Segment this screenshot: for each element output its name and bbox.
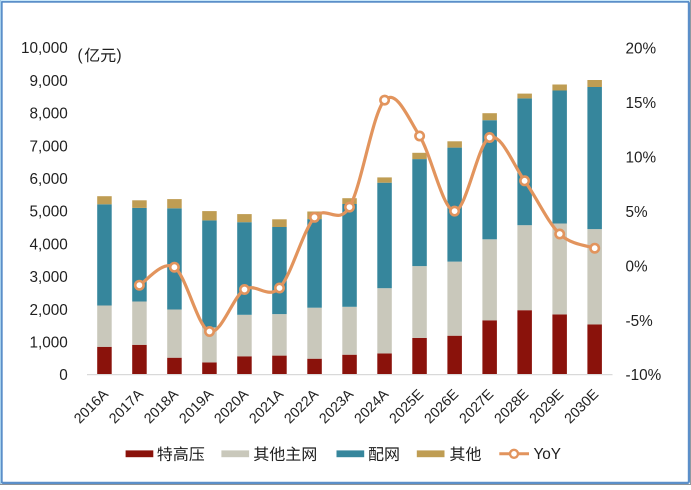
svg-text:3,000: 3,000 [30,269,68,286]
svg-text:4,000: 4,000 [30,236,68,253]
svg-text:-5%: -5% [626,313,654,330]
svg-text:): ) [117,47,122,64]
svg-text:20%: 20% [626,41,657,58]
svg-text:1,000: 1,000 [30,335,68,352]
svg-text:15%: 15% [626,95,657,112]
svg-text:8,000: 8,000 [30,106,68,123]
svg-text:0%: 0% [626,258,649,275]
svg-text:-10%: -10% [626,367,662,384]
svg-text:2,000: 2,000 [30,302,68,319]
svg-text:(: ( [78,47,83,64]
svg-text:5%: 5% [626,204,649,221]
svg-text:6,000: 6,000 [30,171,68,188]
svg-text:7,000: 7,000 [30,138,68,155]
svg-text:0: 0 [59,367,68,384]
svg-text:YoY: YoY [534,446,562,463]
svg-text:9,000: 9,000 [30,73,68,90]
svg-text:10%: 10% [626,149,657,166]
svg-text:10,000: 10,000 [21,40,68,57]
svg-text:5,000: 5,000 [30,204,68,221]
